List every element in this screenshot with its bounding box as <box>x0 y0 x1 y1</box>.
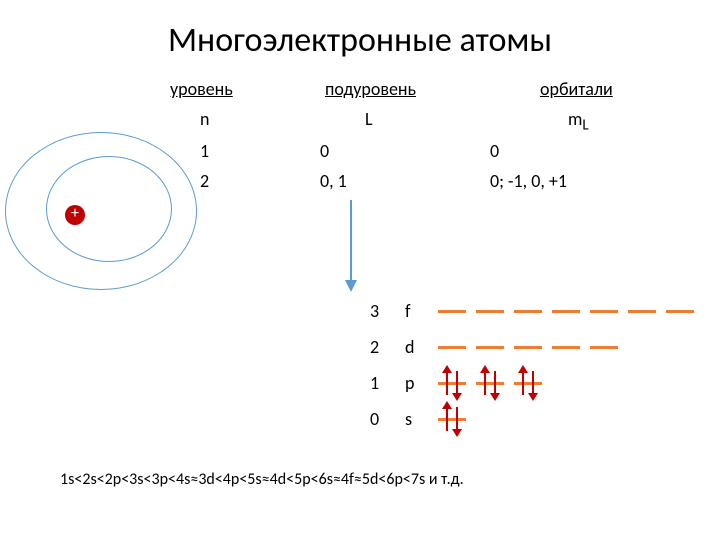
energy-order-text: 1s<2s<2p<3s<3p<4s≈3d<4p<5s≈4d<5p<6s≈4f≈5… <box>60 470 464 489</box>
col-sublevel-header: подуровень <box>325 78 416 100</box>
orbital-row-num: 0 <box>370 408 379 430</box>
orbital-row-num: 3 <box>370 300 379 322</box>
col-orbitals-sym: mL <box>568 108 589 135</box>
row1-n: 1 <box>200 140 209 162</box>
page-title: Многоэлектронные атомы <box>0 20 720 61</box>
row2-n: 2 <box>200 170 209 192</box>
orbital-cells <box>438 406 466 432</box>
col-level-header: уровень <box>170 78 233 100</box>
orbital-row-letter: p <box>405 372 414 394</box>
orbital-row-num: 1 <box>370 372 379 394</box>
col-orbitals-header: орбитали <box>540 78 613 100</box>
orbital-cells <box>438 370 542 396</box>
orbital-cells <box>438 334 618 360</box>
row1-mL: 0 <box>490 140 499 162</box>
row2-L: 0, 1 <box>320 170 347 192</box>
row2-mL: 0; -1, 0, +1 <box>490 170 567 192</box>
orbital-row-letter: s <box>405 408 412 430</box>
row1-L: 0 <box>320 140 329 162</box>
col-sublevel-sym: L <box>365 108 373 130</box>
orbital-row-letter: d <box>405 336 414 358</box>
col-level-sym: n <box>200 108 209 130</box>
orbital-row-num: 2 <box>370 336 379 358</box>
orbital-row-letter: f <box>405 300 411 322</box>
orbital-cells <box>438 298 694 324</box>
